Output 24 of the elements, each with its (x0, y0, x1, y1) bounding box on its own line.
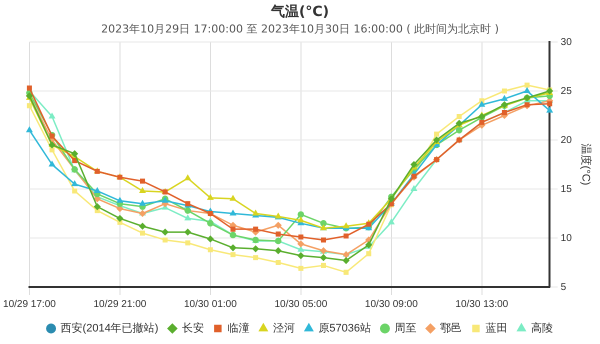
y-tick-label: 25 (560, 86, 572, 97)
legend-label: 西安(2014年已撤站) (60, 322, 158, 335)
legend-label: 蓝田 (485, 322, 508, 335)
legend-label: 临潼 (227, 322, 250, 335)
legend-label: 鄠邑 (440, 322, 462, 335)
y-tick-label: 15 (560, 184, 572, 195)
y-tick-label: 20 (560, 134, 572, 146)
legend-label: 高陵 (530, 322, 553, 335)
x-tick-label: 10/30 13:00 (455, 298, 509, 310)
legend-label: 泾河 (272, 322, 295, 335)
y-tick-label: 30 (560, 36, 572, 48)
x-tick-label: 10/29 17:00 (3, 298, 56, 310)
y-tick-label: 5 (560, 282, 567, 293)
x-tick-label: 10/30 05:00 (274, 298, 328, 310)
x-tick-label: 10/30 09:00 (364, 298, 418, 310)
x-tick-label: 10/30 01:00 (184, 298, 238, 310)
chart-title: 气温(°C) (270, 4, 330, 20)
y-tick-label: 10 (560, 232, 572, 244)
y-axis-title: 温度(°C) (579, 144, 592, 186)
x-tick-label: 10/29 21:00 (93, 298, 147, 310)
chart-subtitle: 2023年10月29日 17:00:00 至 2023年10月30日 16:00:00 ( 此时间为北京时 ) (101, 22, 499, 36)
legend-label: 原57036站 (318, 322, 371, 335)
legend-label: 周至 (394, 322, 416, 335)
legend-label: 长安 (182, 322, 204, 335)
